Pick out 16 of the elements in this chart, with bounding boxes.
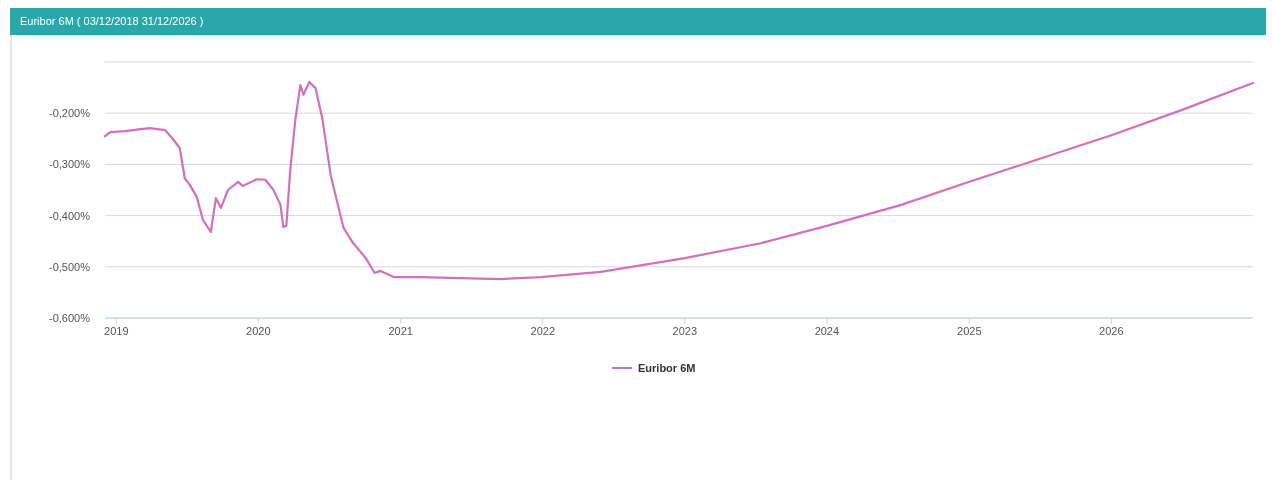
y-tick-label: -0,500% [49,260,91,273]
x-tick-label: 2025 [957,325,982,337]
y-tick-label: -0,600% [49,312,91,324]
x-tick-label: 2024 [814,325,840,337]
x-tick-label: 2021 [388,325,413,337]
x-tick-label: 2023 [672,325,698,337]
y-tick-label: -0,200% [49,107,91,120]
x-tick-label: 2026 [1099,325,1124,337]
legend-label: Euribor 6M [638,362,696,374]
y-tick-label: -0,400% [49,209,91,222]
x-tick-label: 2019 [104,325,129,337]
x-tick-label: 2020 [246,325,271,337]
chart-title: Euribor 6M ( 03/12/2018 31/12/2026 ) [20,15,204,27]
x-tick-label: 2022 [530,325,556,337]
line-series [103,80,1255,281]
y-tick-label: -0,300% [49,158,91,171]
